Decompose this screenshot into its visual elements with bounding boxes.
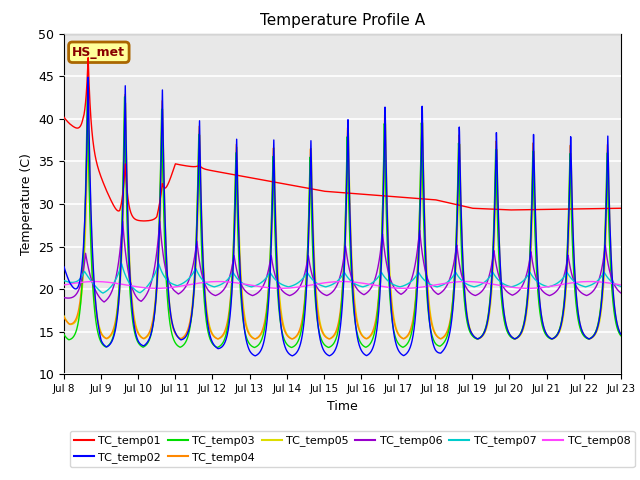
Title: Temperature Profile A: Temperature Profile A xyxy=(260,13,425,28)
X-axis label: Time: Time xyxy=(327,400,358,413)
Legend: TC_temp01, TC_temp02, TC_temp03, TC_temp04, TC_temp05, TC_temp06, TC_temp07, TC_: TC_temp01, TC_temp02, TC_temp03, TC_temp… xyxy=(70,431,635,468)
Text: HS_met: HS_met xyxy=(72,46,125,59)
Y-axis label: Temperature (C): Temperature (C) xyxy=(20,153,33,255)
